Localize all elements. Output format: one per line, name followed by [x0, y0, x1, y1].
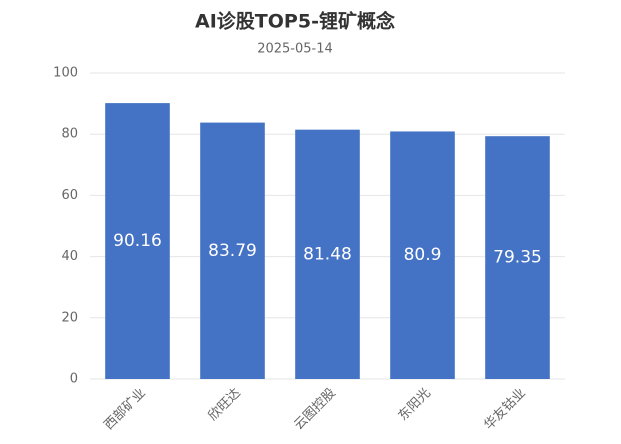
bar	[485, 136, 550, 379]
x-tick-label: 西部矿业	[101, 386, 148, 433]
y-tick-label: 80	[61, 127, 78, 142]
y-tick-label: 0	[70, 372, 78, 387]
bar	[105, 103, 170, 379]
x-tick-label: 云图控股	[291, 386, 338, 433]
y-tick-label: 100	[53, 66, 78, 81]
value-label: 80.9	[404, 245, 442, 265]
x-tick-label: 欣旺达	[206, 386, 244, 424]
y-tick-label: 20	[61, 310, 78, 325]
value-label: 79.35	[493, 248, 542, 268]
y-tick-label: 40	[61, 249, 78, 264]
bar	[295, 129, 360, 379]
value-label: 83.79	[208, 241, 257, 261]
y-tick-label: 60	[61, 188, 78, 203]
x-tick-label: 华友钴业	[481, 385, 529, 433]
value-label: 90.16	[113, 231, 162, 251]
x-tick-label: 东阳光	[396, 386, 434, 424]
chart-title: AI诊股TOP5-锂矿概念	[195, 10, 395, 33]
chart-subtitle: 2025-05-14	[257, 42, 333, 57]
bar	[390, 131, 455, 379]
value-label: 81.48	[303, 244, 352, 264]
bar	[200, 122, 265, 379]
